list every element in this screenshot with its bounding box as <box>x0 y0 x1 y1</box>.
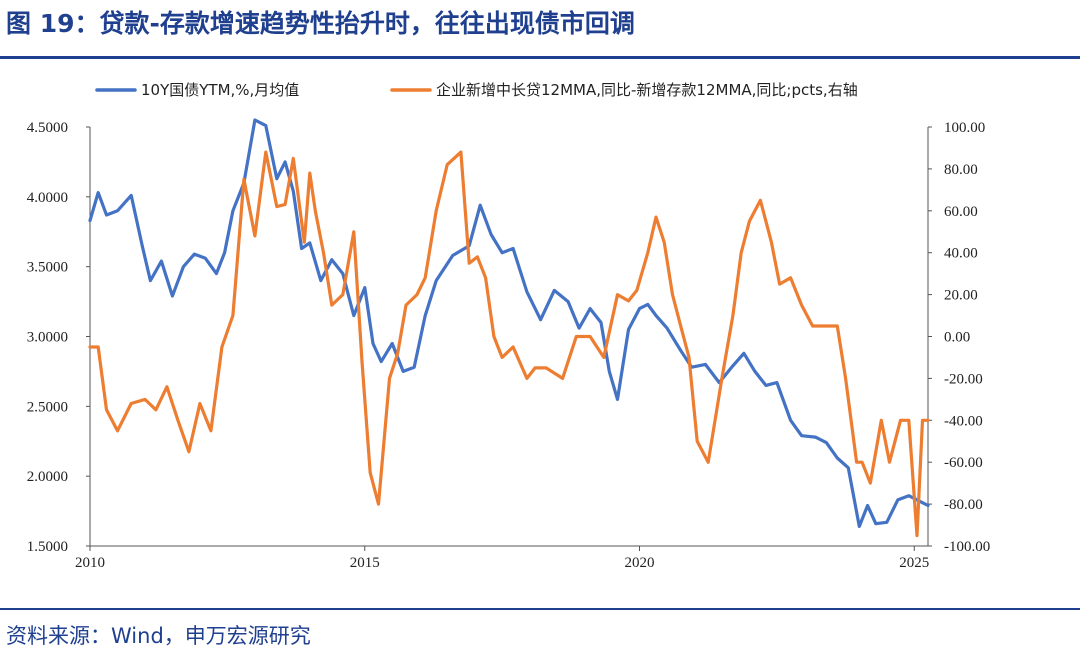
x-tick-label: 2015 <box>350 555 380 571</box>
left-tick-label: 4.5000 <box>27 120 68 136</box>
right-tick-label: 100.00 <box>944 120 985 136</box>
legend-item-bond-yield-label: 10Y国债YTM,%,月均值 <box>141 81 299 99</box>
left-tick-label: 2.5000 <box>27 399 68 415</box>
left-tick-label: 3.5000 <box>27 260 68 276</box>
right-tick-label: -60.00 <box>944 455 983 471</box>
series-layer <box>88 118 930 538</box>
source-divider <box>0 608 1080 610</box>
right-tick-label: -20.00 <box>944 371 983 387</box>
source-note: 资料来源：Wind，申万宏源研究 <box>6 624 311 648</box>
series-line-loan-deposit-spread <box>88 150 930 538</box>
right-tick-label: -80.00 <box>944 497 983 513</box>
right-tick-label: 20.00 <box>944 288 978 304</box>
right-tick-label: 60.00 <box>944 204 978 220</box>
right-tick-label: -100.00 <box>944 539 990 555</box>
left-tick-label: 2.0000 <box>27 469 68 485</box>
left-tick-label: 3.0000 <box>27 330 68 346</box>
series-line-bond-yield <box>88 118 930 528</box>
left-tick-label: 1.5000 <box>27 539 68 555</box>
right-tick-label: 40.00 <box>944 246 978 262</box>
dual-axis-line-chart: 10Y国债YTM,%,月均值 企业新增中长贷12MMA,同比-新增存款12MMA,… <box>27 81 991 571</box>
title-divider <box>0 56 1080 59</box>
x-tick-label: 2010 <box>75 555 105 571</box>
left-tick-label: 4.0000 <box>27 190 68 206</box>
x-tick-label: 2020 <box>625 555 655 571</box>
right-tick-label: 80.00 <box>944 162 978 178</box>
legend-item-loan-deposit-spread-label: 企业新增中长贷12MMA,同比-新增存款12MMA,同比;pcts,右轴 <box>436 81 858 99</box>
x-tick-label: 2025 <box>899 555 929 571</box>
right-tick-label: -40.00 <box>944 413 983 429</box>
axes: 1.5000 2.0000 2.5000 3.0000 3.5000 4.0000 4.50… <box>27 120 991 571</box>
chart-title: 图 19：贷款-存款增速趋势性抬升时，往往出现债市回调 <box>6 9 635 38</box>
legend: 10Y国债YTM,%,月均值 企业新增中长贷12MMA,同比-新增存款12MMA,… <box>95 81 858 99</box>
right-tick-label: 0.00 <box>944 330 970 346</box>
